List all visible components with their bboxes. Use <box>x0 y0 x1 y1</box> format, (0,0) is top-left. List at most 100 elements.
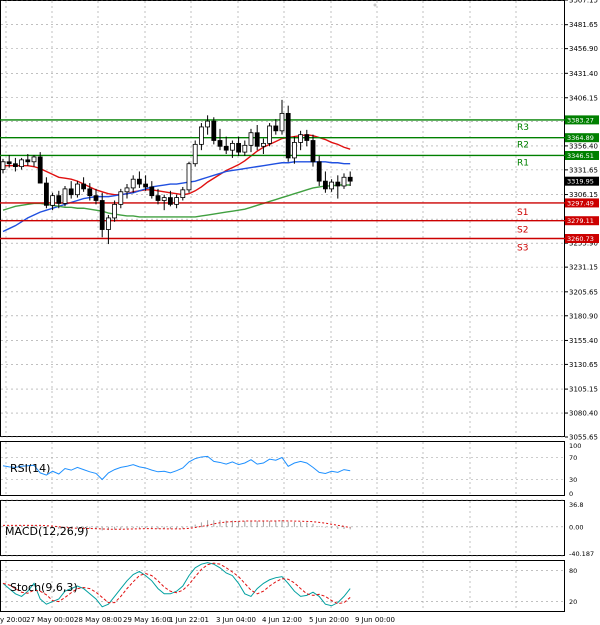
candle-body <box>31 156 37 163</box>
pivot-price-r3: 3383.27 <box>567 116 594 124</box>
moving-average-line-0 <box>3 133 351 196</box>
candle-body <box>93 195 99 201</box>
candle-body <box>205 120 211 128</box>
candle-body <box>260 142 266 147</box>
candle-body <box>75 183 80 196</box>
y-tick-label: 3306.15 <box>569 191 598 199</box>
y-tick-label: 3205.65 <box>569 288 598 296</box>
y-tick-label: 3105.15 <box>569 386 598 394</box>
pivot-price-badge-r3 <box>565 115 599 125</box>
moving-average-line-1 <box>2 161 351 233</box>
candle-body <box>316 161 322 182</box>
indicator-y-label: -40.187 <box>569 550 594 558</box>
candle-body <box>0 161 6 170</box>
x-tick-label: 29 May 16:00 <box>123 616 171 624</box>
candle-body <box>335 181 341 187</box>
candle-body <box>186 163 192 191</box>
candle-body <box>211 120 217 141</box>
candle-body <box>87 188 93 197</box>
y-tick-label: 3180.90 <box>569 312 598 320</box>
panel-frame-3 <box>0 560 565 612</box>
candle-body <box>273 125 279 132</box>
pivot-label-r2: R2 <box>517 141 529 151</box>
candle-body <box>322 180 328 190</box>
pivot-price-badge-s3 <box>565 234 599 244</box>
candle-body <box>161 197 167 201</box>
y-tick-label: 3155.40 <box>569 337 598 345</box>
pivot-label-r3: R3 <box>517 123 529 133</box>
y-tick-label: 3130.65 <box>569 361 598 369</box>
y-tick-label: 3331.65 <box>569 166 598 174</box>
pivot-label-s1: S1 <box>517 208 528 218</box>
candle-body <box>106 217 111 230</box>
candle-body <box>25 159 31 163</box>
candle-body <box>12 163 18 168</box>
candle-body <box>223 145 229 151</box>
y-tick-label: 3456.90 <box>569 45 598 53</box>
pivot-label-s3: S3 <box>517 244 528 254</box>
candle-body <box>167 197 173 205</box>
y-tick-label: 3356.40 <box>569 142 598 150</box>
y-tick-label: 3080.40 <box>569 410 598 418</box>
y-tick-label: 3507.15 <box>569 0 598 5</box>
candle-body <box>44 182 49 206</box>
candle-body <box>174 197 180 205</box>
pivot-price-s1: 3297.49 <box>567 199 594 207</box>
pivot-label-r1: R1 <box>517 158 529 168</box>
stoch-k-line <box>2 562 351 608</box>
pivot-price-badge-r1 <box>565 150 599 160</box>
panel-frame-0 <box>0 0 565 437</box>
candle-body <box>192 143 198 165</box>
scroll-marker <box>373 3 377 7</box>
candle-body <box>248 132 254 146</box>
x-tick-label: 5 Jun 20:00 <box>309 616 349 624</box>
indicator-y-label: 80 <box>569 567 577 575</box>
candle-body <box>304 134 310 141</box>
candle-body <box>81 183 86 190</box>
pivot-price-badge-s2 <box>565 216 599 226</box>
candle-body <box>229 142 235 151</box>
candle-body <box>329 181 335 190</box>
candle-body <box>118 191 124 205</box>
y-tick-label: 3406.15 <box>569 94 598 102</box>
current-price-label: 3319.95 <box>567 178 594 186</box>
candle-body <box>291 142 297 159</box>
candle-body <box>19 159 25 168</box>
candle-body <box>68 188 74 196</box>
candle-body <box>279 112 285 132</box>
rsi-line <box>2 455 351 481</box>
macd-title: MACD(12,26,9) <box>5 525 89 538</box>
x-tick-label: 1 Jun 22:01 <box>169 616 209 624</box>
stoch-title: Stoch(9,6,3) <box>10 581 78 594</box>
x-tick-label: 9 Jun 00:00 <box>355 616 395 624</box>
x-tick-label: 28 May 08:00 <box>74 616 122 624</box>
y-tick-label: 3055.65 <box>569 434 598 442</box>
candle-body <box>347 176 353 182</box>
y-tick-label: 3431.40 <box>569 70 598 78</box>
candle-body <box>285 112 291 159</box>
candle-body <box>99 200 105 230</box>
y-tick-label: 3255.90 <box>569 240 598 248</box>
candle-body <box>56 195 62 204</box>
pivot-price-r1: 3346.51 <box>567 152 594 160</box>
candle-body <box>112 203 117 219</box>
indicator-y-label: 36.8 <box>569 501 583 509</box>
candle-body <box>198 126 204 145</box>
candle-body <box>155 195 161 201</box>
indicator-y-label: 0.00 <box>569 523 583 531</box>
candle-body <box>341 176 347 187</box>
candle-body <box>143 183 149 188</box>
moving-average-line-2 <box>2 184 351 218</box>
candle-body <box>298 134 304 143</box>
candle-body <box>130 178 136 189</box>
candle-body <box>50 195 55 206</box>
x-tick-label: 3 Jun 04:00 <box>216 616 256 624</box>
candle-body <box>136 178 142 185</box>
candle-body <box>217 140 223 147</box>
y-tick-label: 3231.15 <box>569 264 598 272</box>
indicator-y-label: 70 <box>569 454 577 462</box>
y-tick-label: 3481.65 <box>569 21 598 29</box>
candle-body <box>149 186 155 197</box>
pivot-price-badge-r2 <box>565 133 599 143</box>
